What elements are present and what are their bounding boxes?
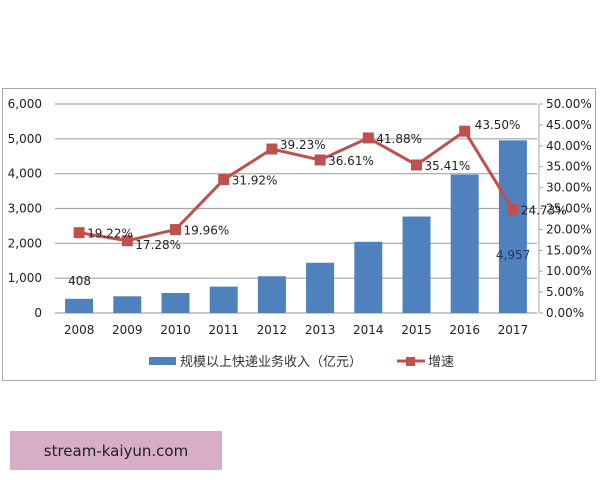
line-series: 19.22%17.28%19.96% 31.92% 39.23%36.61%41.8… (73, 118, 567, 252)
left-tick-label: 1,000 (8, 271, 42, 285)
bar-label-2017: 4,957 (496, 248, 530, 262)
x-tick-label: 2012 (257, 323, 288, 337)
right-tick-label: 45.00% (546, 118, 592, 132)
right-tick-label: 30.00% (546, 181, 592, 195)
x-tick-label: 2015 (401, 323, 432, 337)
line-marker-2017 (507, 204, 519, 216)
bar-2008 (65, 298, 94, 313)
left-tick-label: 3,000 (8, 202, 42, 216)
bar-label-2008: 408 (68, 274, 91, 288)
right-tick-label: 15.00% (546, 243, 592, 257)
bar-2015 (402, 216, 431, 313)
line-label-2017: 24.73% (521, 204, 567, 218)
left-axis: 0 1,000 2,000 3,000 4,000 5,000 6,000 (8, 97, 42, 320)
line-label-2013: 36.61% (328, 154, 374, 168)
bar-2010 (161, 293, 190, 313)
watermark-text: stream-kaiyun.com (43, 441, 189, 460)
line-marker-2009 (121, 235, 133, 247)
bar-2011 (209, 286, 238, 313)
legend-line-marker (406, 357, 415, 366)
right-tick-label: 0.00% (546, 306, 584, 320)
x-tick-label: 2011 (208, 323, 239, 337)
line-marker-2015 (411, 159, 422, 171)
left-tick-label: 6,000 (8, 97, 42, 111)
line-label-2009: 17.28% (135, 238, 181, 252)
x-tick-label: 2016 (449, 323, 480, 337)
x-tick-label: 2014 (353, 323, 384, 337)
line-label-2015: 35.41% (425, 159, 471, 173)
right-tick-label: 35.00% (546, 160, 592, 174)
line-label-2010: 19.96% (184, 224, 230, 238)
right-tick-label: 50.00% (546, 97, 592, 111)
bar-2014 (354, 241, 383, 313)
bar-2017 (498, 140, 527, 313)
left-tick-label: 4,000 (8, 167, 42, 181)
x-tick-label: 2010 (160, 323, 191, 337)
left-tick-label: 0 (34, 306, 42, 320)
line-label-2012: 39.23% (280, 138, 326, 152)
x-tick-label: 2008 (64, 323, 95, 337)
legend: 规模以上快递业务收入（亿元） 增速 (149, 354, 454, 370)
right-tick-label: 40.00% (546, 139, 592, 153)
right-tick-label: 10.00% (546, 264, 592, 278)
bar-series: 408 4,957 (65, 140, 530, 313)
x-axis: 2008 2009 2010 2011 2012 2013 2014 2015 2016 2017 (64, 323, 528, 337)
right-tick-label: 20.00% (546, 222, 592, 236)
line-label-2011: 31.92% (232, 174, 278, 188)
bar-2009 (113, 296, 142, 313)
right-tick-label: 25.00% (546, 202, 592, 216)
legend-line-label: 增速 (428, 355, 454, 370)
bar-2012 (257, 276, 286, 313)
line-marker-2008 (73, 227, 85, 239)
bar-2016 (450, 174, 479, 313)
bar-2013 (306, 262, 335, 313)
line-marker-2010 (170, 224, 181, 236)
legend-bar-label: 规模以上快递业务收入（亿元） (180, 354, 362, 370)
legend-bar-swatch (149, 357, 176, 365)
right-tick-label: 5.00% (546, 285, 584, 299)
x-tick-label: 2017 (498, 323, 529, 337)
right-axis: 0.00% 5.00% 10.00% 15.00% 20.00% 25.00% 30.00%… (538, 97, 592, 320)
line-marker-2013 (314, 154, 326, 166)
watermark-banner: stream-kaiyun.com (10, 431, 222, 470)
chart-frame (2, 88, 596, 381)
left-tick-label: 2,000 (8, 236, 42, 250)
line-marker-2012 (266, 143, 278, 155)
growth-line (78, 129, 515, 243)
left-tick-label: 5,000 (8, 132, 42, 146)
line-label-2014: 41.88% (376, 132, 422, 146)
x-tick-label: 2009 (112, 323, 143, 337)
line-label-2016: 43.50% (475, 118, 521, 132)
line-marker-2011 (218, 174, 230, 186)
line-label-2008: 19.22% (87, 227, 133, 241)
line-marker-2014 (362, 132, 374, 144)
x-tick-label: 2013 (305, 323, 336, 337)
line-marker-2016 (459, 125, 471, 137)
